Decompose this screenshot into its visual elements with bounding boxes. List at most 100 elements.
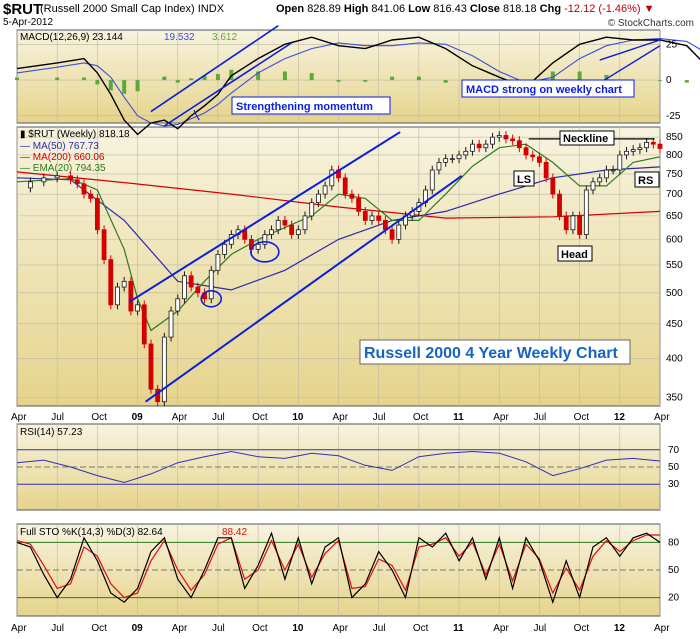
neckline-label: Neckline <box>563 133 608 145</box>
highlight-ellipse-2 <box>250 241 280 263</box>
bottom-x-tick: Apr <box>172 623 188 634</box>
price-candle <box>597 177 603 183</box>
price-y-tick: 600 <box>666 234 683 245</box>
bottom-x-tick: Apr <box>654 623 670 634</box>
high-value: 841.06 <box>371 3 406 15</box>
price-candle <box>255 243 261 250</box>
macd-histogram-bar <box>135 80 140 92</box>
sto-d-line <box>16 534 660 599</box>
ema20-line <box>16 143 661 332</box>
price-candle <box>637 147 643 150</box>
price-candle <box>148 343 154 390</box>
price-candle <box>195 286 201 294</box>
high-label: High <box>343 3 369 15</box>
macd-histogram-bar <box>416 76 421 81</box>
head-label-box <box>557 245 593 262</box>
price-candle <box>356 197 361 212</box>
price-candle <box>557 193 562 217</box>
open-value: 828.89 <box>307 3 341 15</box>
price-candle <box>41 177 47 183</box>
low-label: Low <box>408 3 431 15</box>
price-candle <box>74 179 80 185</box>
price-candle <box>289 224 295 235</box>
sto-legend-d: 88.42 <box>222 527 247 538</box>
chart-header: $RUT (Russell 2000 Small Cap Index) INDX… <box>0 0 700 30</box>
bottom-x-tick: Apr <box>11 623 27 634</box>
price-candle <box>295 229 301 235</box>
sto-y-tick: 80 <box>668 537 680 548</box>
rsi-legend: RSI(14) 57.23 <box>20 427 83 438</box>
price-candle <box>624 150 629 156</box>
price-y-tick: 800 <box>666 150 683 161</box>
price-candle <box>81 183 87 195</box>
bottom-x-tick: Jul <box>373 623 386 634</box>
price-candle <box>135 304 140 312</box>
macd-histogram-bar <box>55 77 60 81</box>
price-x-tick: Apr <box>333 412 349 423</box>
price-candle <box>617 154 623 171</box>
macd-y-tick: -25 <box>666 111 681 122</box>
price-candle <box>476 143 482 149</box>
macd-histogram-bar <box>658 80 662 81</box>
price-candle <box>302 215 308 231</box>
open-label: Open <box>276 3 305 15</box>
price-candle <box>496 135 502 138</box>
chart-title-box <box>359 339 631 365</box>
bottom-x-tick: 11 <box>453 623 464 634</box>
price-candle <box>516 140 522 149</box>
price-x-tick: Jul <box>373 412 386 423</box>
price-x-tick: Jul <box>533 412 546 423</box>
rsi-y-tick: 50 <box>668 462 680 473</box>
price-y-tick: 400 <box>666 353 683 364</box>
price-candle <box>369 215 375 221</box>
price-y-tick: 500 <box>666 288 683 299</box>
channel-upper-line <box>128 131 401 303</box>
price-candle <box>27 181 33 189</box>
channel-lower-line <box>145 175 463 403</box>
price-candle <box>54 175 60 179</box>
price-candle <box>490 136 495 145</box>
price-candle <box>530 154 536 158</box>
close-value: 818.18 <box>502 3 537 15</box>
macd-histogram-bar <box>108 80 113 91</box>
chg-down-arrow-icon: ▼ <box>643 3 655 15</box>
low-value: 816.43 <box>433 3 467 15</box>
macd-line <box>16 36 700 136</box>
price-y-tick: 450 <box>666 319 683 330</box>
bottom-x-tick: Oct <box>574 623 590 634</box>
price-candle <box>543 161 549 179</box>
ls-label: LS <box>517 174 531 186</box>
price-x-tick: 10 <box>292 412 304 423</box>
price-x-tick: Apr <box>11 412 27 423</box>
price-candle <box>282 220 288 226</box>
rs-label: RS <box>638 175 653 187</box>
price-candle <box>108 259 114 306</box>
price-candle <box>376 215 382 221</box>
price-candle <box>396 224 402 240</box>
price-x-tick: 12 <box>614 412 626 423</box>
price-candle <box>443 158 449 163</box>
price-candle <box>275 220 281 231</box>
price-candle <box>101 229 107 261</box>
price-x-tick: 11 <box>453 412 464 423</box>
price-x-tick: Jul <box>51 412 64 423</box>
symbol: $RUT <box>3 1 43 18</box>
price-x-tick: Jul <box>212 412 225 423</box>
price-candle <box>436 161 442 171</box>
price-candle <box>161 336 167 403</box>
macd-histogram-bar <box>684 80 689 83</box>
macd-histogram-bar <box>95 80 100 85</box>
macd-histogram-bar <box>122 80 127 94</box>
price-candle <box>68 175 73 181</box>
price-x-tick: Oct <box>252 412 268 423</box>
macd-histogram-bar <box>15 77 19 81</box>
macd-legend-label: MACD(12,26,9) 23.144 <box>20 32 123 43</box>
rsi-y-tick: 70 <box>668 445 680 456</box>
sto-y-tick: 50 <box>668 565 680 576</box>
price-candle <box>362 211 368 221</box>
price-candle <box>577 215 583 235</box>
price-candle <box>456 154 462 160</box>
bottom-x-tick: 12 <box>614 623 626 634</box>
price-candle <box>309 202 315 217</box>
price-candle <box>503 135 509 140</box>
